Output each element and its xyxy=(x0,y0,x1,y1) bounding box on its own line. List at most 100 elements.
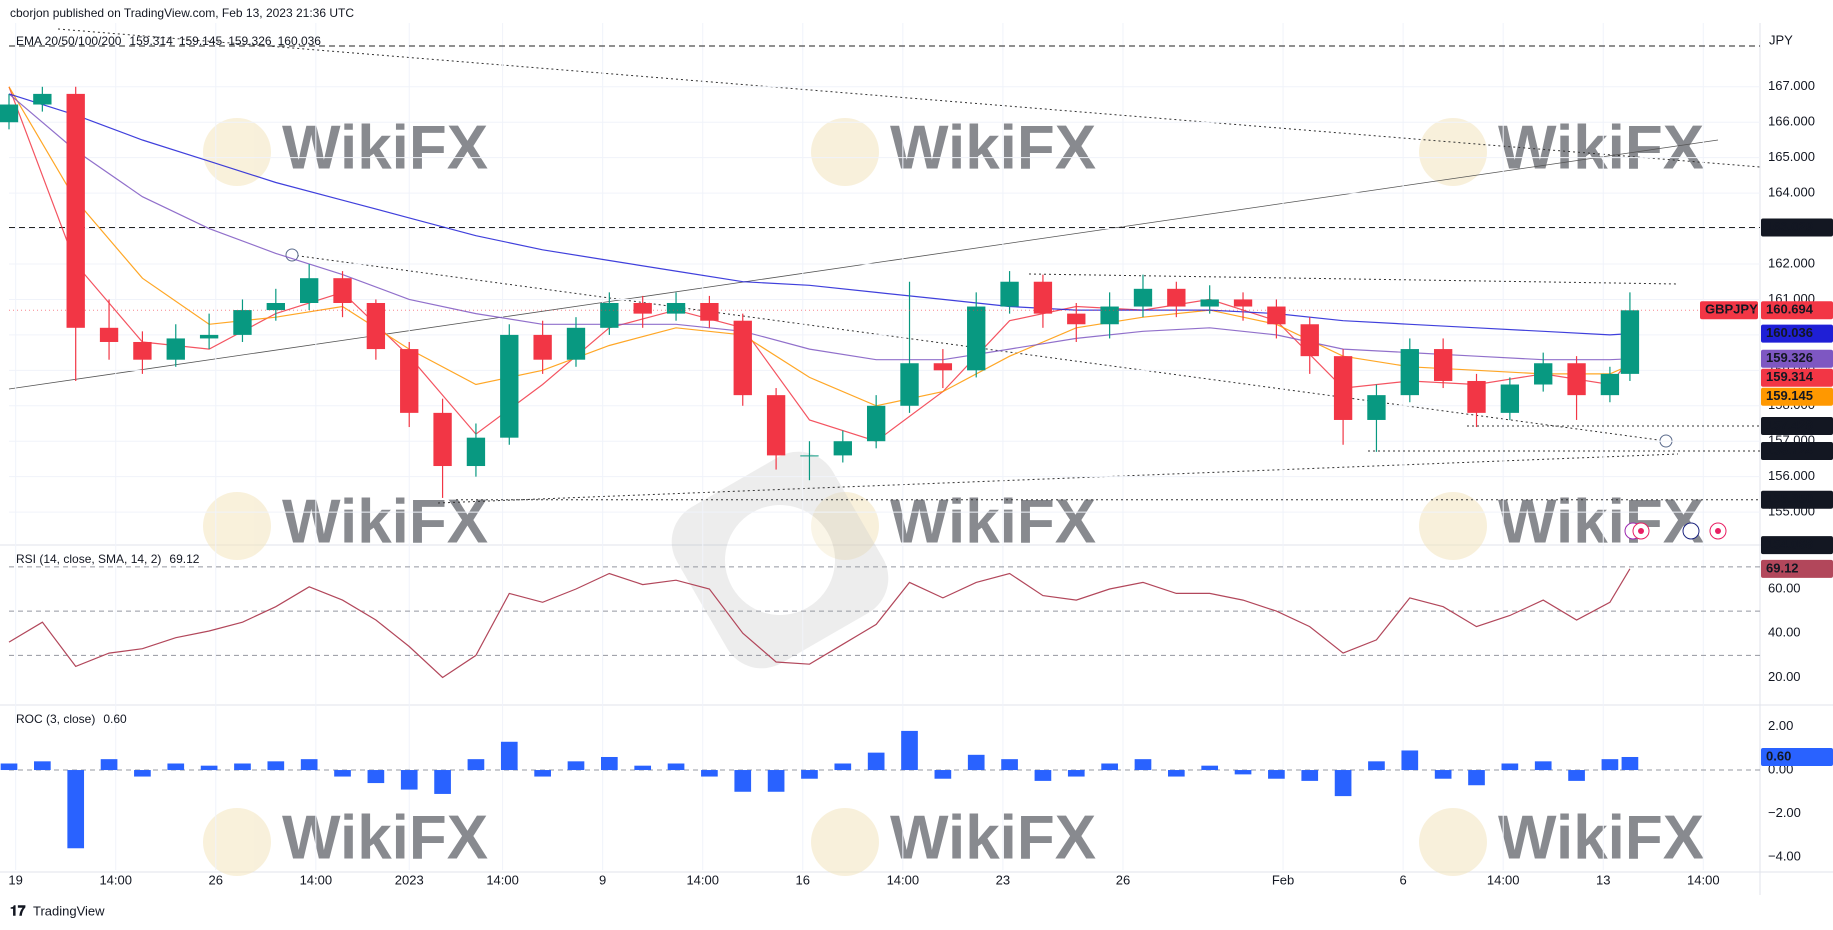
roc-bar xyxy=(234,763,251,771)
candle-body xyxy=(266,302,285,311)
x-tick-label: 19 xyxy=(8,872,22,887)
candle-body xyxy=(933,363,953,371)
price-badge-bg xyxy=(1761,368,1833,387)
candle-body xyxy=(566,327,586,360)
event-icon xyxy=(1715,528,1721,534)
watermark-layer: WikiFX WikiFX WikiFX WikiFX WikiFX WikiFX Wiki… xyxy=(203,113,1704,876)
level-badge: 154.068 xyxy=(1766,537,1813,552)
candle-body xyxy=(233,310,252,335)
x-tick-label: 26 xyxy=(209,872,223,887)
candle-body xyxy=(1367,395,1386,420)
level-badge: 155.350 xyxy=(1766,491,1813,506)
trend-line xyxy=(437,453,1679,504)
roc-bar xyxy=(400,770,418,790)
y-tick-label: 165.000 xyxy=(1768,149,1815,164)
trend-anchor xyxy=(285,248,299,262)
candle-body xyxy=(0,104,19,123)
candle-body xyxy=(433,412,452,467)
roc-bar xyxy=(200,765,218,771)
price-badge: 160.694 xyxy=(1766,302,1814,317)
indicator-title: ROC (3, close) xyxy=(16,712,95,726)
roc-bar xyxy=(934,770,952,779)
candle-body xyxy=(466,437,486,467)
watermark: WikiFX xyxy=(890,487,1096,556)
roc-bar xyxy=(1568,770,1585,781)
candle-body xyxy=(66,93,85,328)
roc-bar xyxy=(1334,770,1352,797)
watermark-logo xyxy=(203,118,271,186)
y-tick-label: 60.00 xyxy=(1768,580,1801,595)
x-tick-label: 16 xyxy=(796,872,810,887)
candle-body xyxy=(1267,306,1286,325)
roc-bar xyxy=(500,741,518,771)
level-badge: 156.724 xyxy=(1766,442,1814,457)
roc-bar xyxy=(1201,765,1219,771)
roc-bar xyxy=(1001,759,1018,771)
roc-bar xyxy=(1468,770,1485,786)
watermark: WikiFX xyxy=(1498,113,1704,182)
candle-body xyxy=(1000,281,1019,307)
y-tick-label: 167.000 xyxy=(1768,78,1815,93)
roc-bar xyxy=(1167,770,1185,777)
candle-body xyxy=(1100,306,1119,325)
candle-body xyxy=(1200,299,1219,307)
candle-body xyxy=(1233,299,1253,307)
candle-body xyxy=(800,455,819,457)
watermark-logo xyxy=(811,118,879,186)
candle-body xyxy=(1534,363,1553,385)
roc-bar xyxy=(67,770,85,849)
x-tick-label: 14:00 xyxy=(300,872,333,887)
candle-body xyxy=(199,334,219,339)
footer-logo: 𝟏𝟕 TradingView xyxy=(10,903,105,919)
roc-bar xyxy=(1368,761,1385,771)
candle-body xyxy=(1620,310,1640,374)
roc-bar xyxy=(467,759,485,771)
candle-body xyxy=(600,302,619,328)
candle-body xyxy=(1567,363,1586,396)
roc-bar xyxy=(1621,756,1639,771)
watermark-logo xyxy=(203,492,271,560)
watermark: WikiFX xyxy=(890,113,1096,182)
indicator-value: 159.145 xyxy=(179,34,223,48)
x-tick-label: 9 xyxy=(599,872,606,887)
watermark: WikiFX xyxy=(282,487,488,556)
value-badge-bg xyxy=(1761,559,1833,578)
trend-line xyxy=(1028,273,1679,285)
roc-bar xyxy=(34,761,51,771)
level-badge-bg xyxy=(1761,441,1833,460)
value-badge: 69.12 xyxy=(1766,560,1799,575)
price-badge-bg xyxy=(1761,387,1833,406)
x-tick-label: 13 xyxy=(1596,872,1610,887)
ema-line xyxy=(8,86,1631,407)
value-badge: 0.60 xyxy=(1766,748,1791,763)
candle-body xyxy=(99,327,119,342)
y-tick-label: 162.000 xyxy=(1768,255,1815,270)
candle-body xyxy=(1500,384,1520,413)
candle-body xyxy=(366,302,386,350)
price-badge: 159.326 xyxy=(1766,350,1813,365)
roc-bar xyxy=(300,759,318,771)
candle-body xyxy=(133,341,152,360)
watermark-logo xyxy=(203,808,271,876)
x-tick-label: Feb xyxy=(1272,872,1294,887)
roc-bar xyxy=(834,763,852,771)
x-tick-label: 26 xyxy=(1116,872,1130,887)
roc-bar xyxy=(1234,770,1252,775)
indicator-value: 160.036 xyxy=(278,34,322,48)
candle-body xyxy=(333,278,352,303)
roc-bar xyxy=(767,770,785,792)
indicator-value: 69.12 xyxy=(169,552,199,566)
candle-body xyxy=(1333,356,1353,420)
x-tick-label: 23 xyxy=(996,872,1010,887)
watermark-logo xyxy=(811,492,879,560)
watermark-logo xyxy=(1419,808,1487,876)
roc-bar xyxy=(267,761,285,771)
candle-body xyxy=(1167,288,1186,307)
event-icon[interactable] xyxy=(1682,522,1700,540)
x-tick-label: 14:00 xyxy=(486,872,519,887)
roc-bar xyxy=(801,770,818,779)
candle-body xyxy=(166,338,185,360)
level-badge-bg xyxy=(1761,417,1833,436)
x-tick-label: 6 xyxy=(1400,872,1407,887)
